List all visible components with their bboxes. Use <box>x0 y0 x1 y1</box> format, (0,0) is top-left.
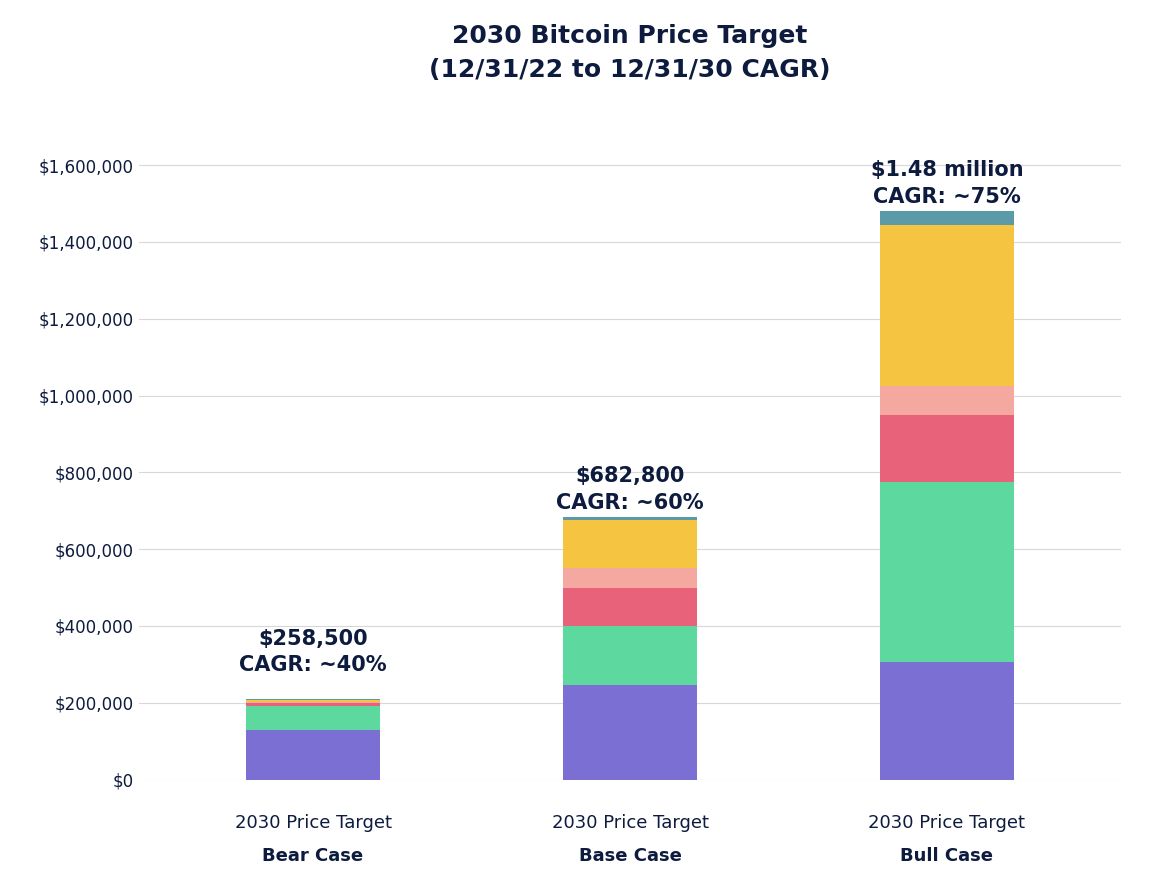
Title: 2030 Bitcoin Price Target
(12/31/22 to 12/31/30 CAGR): 2030 Bitcoin Price Target (12/31/22 to 1… <box>429 24 831 82</box>
Text: 2030 Price Target: 2030 Price Target <box>868 814 1025 832</box>
Text: Base Case: Base Case <box>579 847 681 865</box>
Bar <box>563 626 697 685</box>
Text: 2030 Price Target: 2030 Price Target <box>551 814 709 832</box>
Bar <box>246 703 379 706</box>
Text: Bull Case: Bull Case <box>901 847 993 865</box>
Text: Bear Case: Bear Case <box>262 847 364 865</box>
Bar <box>563 521 697 568</box>
Text: $258,500
CAGR: ~40%: $258,500 CAGR: ~40% <box>239 629 387 675</box>
Bar <box>246 700 379 702</box>
Bar <box>881 662 1014 780</box>
Text: $1.48 million
CAGR: ~75%: $1.48 million CAGR: ~75% <box>870 160 1023 207</box>
Text: $682,800
CAGR: ~60%: $682,800 CAGR: ~60% <box>556 466 704 513</box>
Bar <box>563 517 697 521</box>
Bar <box>881 211 1014 225</box>
Bar <box>246 706 379 729</box>
Text: 2030 Price Target: 2030 Price Target <box>235 814 392 832</box>
Bar <box>881 225 1014 386</box>
Bar <box>246 702 379 703</box>
Bar <box>563 568 697 588</box>
Bar <box>881 482 1014 662</box>
Bar <box>563 685 697 780</box>
Bar <box>563 588 697 626</box>
Bar <box>881 386 1014 415</box>
Bar <box>881 415 1014 482</box>
Bar <box>246 729 379 780</box>
